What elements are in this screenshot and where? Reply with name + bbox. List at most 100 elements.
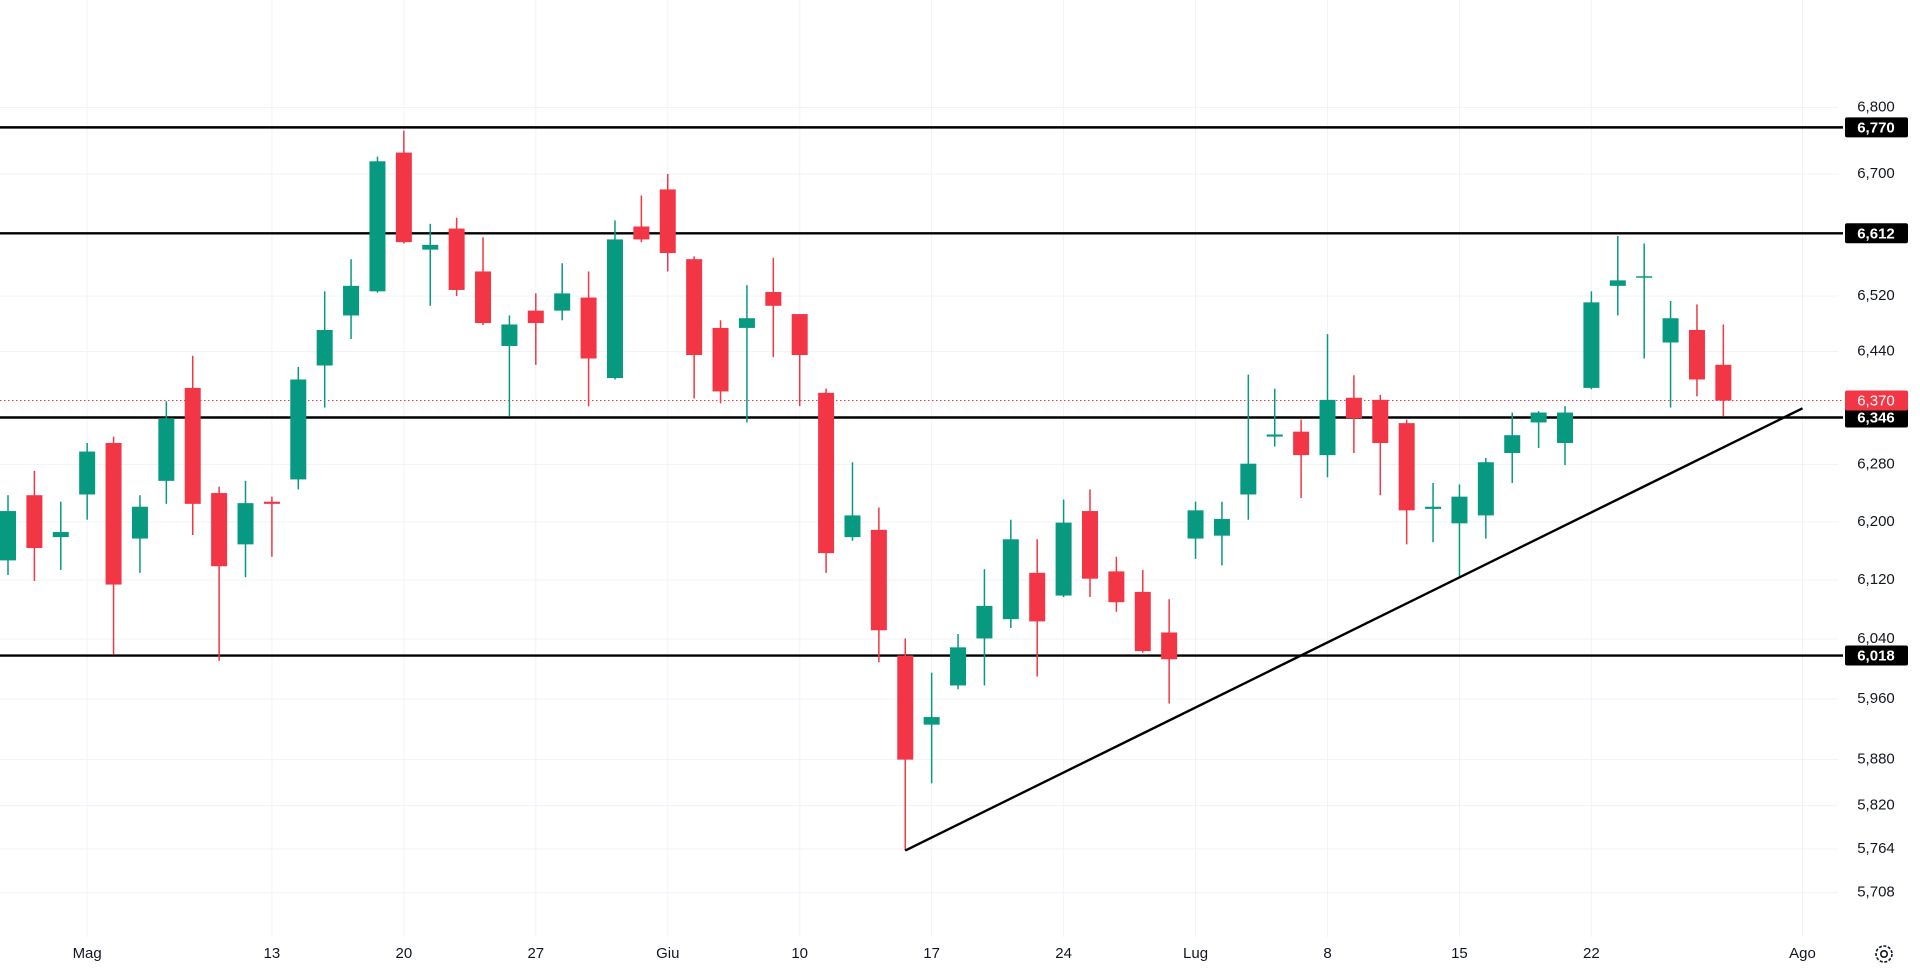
x-tick-label: 17: [923, 945, 940, 962]
candle-body: [870, 529, 887, 631]
candles: [0, 130, 1732, 851]
gear-inner: [1879, 949, 1889, 959]
candle-body: [818, 392, 835, 554]
x-tick-label: 22: [1583, 945, 1600, 962]
y-tick-label: 6,120: [1857, 571, 1895, 588]
candle-body: [1425, 506, 1442, 509]
x-tick-label: Mag: [73, 945, 102, 962]
level-label: 6,770: [1857, 119, 1895, 136]
x-tick-label: 10: [791, 945, 808, 962]
y-tick-label: 6,200: [1857, 513, 1895, 530]
levels: [0, 126, 1843, 657]
level-label-box: [1845, 407, 1908, 428]
candle-body: [26, 495, 43, 549]
candle-body: [923, 717, 940, 725]
y-tick-label: 6,440: [1857, 343, 1895, 360]
candle-body: [1319, 399, 1336, 456]
candle-body: [79, 451, 96, 495]
candle-body: [580, 297, 597, 359]
candle-body: [1240, 463, 1257, 495]
overlay: [904, 407, 1804, 852]
candle-body: [1557, 412, 1574, 444]
candle-body: [1636, 276, 1653, 278]
candle-body: [1293, 431, 1310, 456]
candle-body: [501, 324, 518, 346]
candle-body: [1029, 572, 1046, 622]
candle-body: [1187, 510, 1204, 539]
candle-body: [765, 292, 782, 306]
candle-body: [1108, 571, 1125, 603]
candle-body: [606, 239, 623, 379]
candle-body: [395, 152, 412, 243]
candle-body: [1134, 591, 1151, 652]
candle-body: [712, 327, 729, 392]
level-label: 6,018: [1857, 648, 1895, 665]
candle-body: [184, 387, 201, 504]
candle-body: [475, 271, 492, 324]
candle-body: [131, 506, 148, 539]
candle-body: [1345, 397, 1362, 419]
candle-body: [290, 379, 307, 480]
candle-body: [527, 310, 544, 324]
x-tick-label: 15: [1451, 945, 1468, 962]
candle-body: [1583, 302, 1600, 388]
candle-body: [1662, 318, 1679, 343]
candle-body: [237, 503, 254, 545]
candle-body: [1213, 519, 1230, 536]
x-tick-label: 24: [1055, 945, 1072, 962]
level-label-box: [1845, 645, 1908, 666]
settings-button[interactable]: [1875, 945, 1893, 963]
x-tick-label: 13: [264, 945, 281, 962]
candle-body: [1372, 399, 1389, 444]
candle-body: [1266, 434, 1283, 437]
candle-body: [448, 228, 465, 290]
candle-body: [1055, 522, 1072, 596]
candle-body: [633, 226, 650, 240]
trendline: [904, 407, 1804, 852]
candle-body: [158, 418, 175, 481]
y-tick-label: 5,880: [1857, 751, 1895, 768]
candle-body: [1002, 539, 1019, 620]
x-tick-label: 27: [527, 945, 544, 962]
y-tick-label: 5,764: [1857, 840, 1895, 857]
candle-body: [369, 161, 386, 292]
candle-body: [554, 293, 571, 311]
candle-body: [1715, 364, 1732, 401]
last-price-box: [1845, 390, 1908, 411]
candle-body: [1609, 280, 1626, 286]
candle-body: [316, 329, 333, 366]
x-tick-label: Ago: [1789, 945, 1816, 962]
candle-body: [686, 259, 703, 356]
candle-body: [422, 244, 439, 250]
y-tick-label: 5,960: [1857, 690, 1895, 707]
candle-body: [1451, 496, 1468, 524]
y-tick-label: 6,280: [1857, 455, 1895, 472]
candle-body: [343, 285, 360, 316]
candle-body: [52, 532, 69, 538]
x-tick-label: Lug: [1183, 945, 1208, 962]
y-tick-label: 6,800: [1857, 99, 1895, 116]
level-label-box: [1845, 117, 1908, 138]
y-tick-label: 5,820: [1857, 797, 1895, 814]
candle-body: [0, 511, 16, 561]
candle-body: [105, 443, 122, 585]
candle-body: [1161, 632, 1178, 660]
candle-body: [1081, 511, 1098, 579]
candle-body: [897, 655, 914, 760]
axes: 6,800 6,700 6,520 6,440 6,280 6,200 6,120 6,040…: [73, 99, 1908, 962]
candle-body: [659, 189, 676, 254]
candle-body: [738, 318, 755, 328]
candle-body: [1530, 412, 1547, 423]
gear-outer: [1875, 945, 1893, 963]
y-tick-label: 6,700: [1857, 165, 1895, 182]
candle-body: [844, 515, 861, 538]
candle-body: [976, 605, 993, 639]
y-tick-label: 6,040: [1857, 630, 1895, 647]
y-tick-label: 5,708: [1857, 884, 1895, 901]
candle-body: [211, 493, 228, 567]
x-tick-label: Giu: [656, 945, 679, 962]
candle-body: [1398, 423, 1415, 511]
